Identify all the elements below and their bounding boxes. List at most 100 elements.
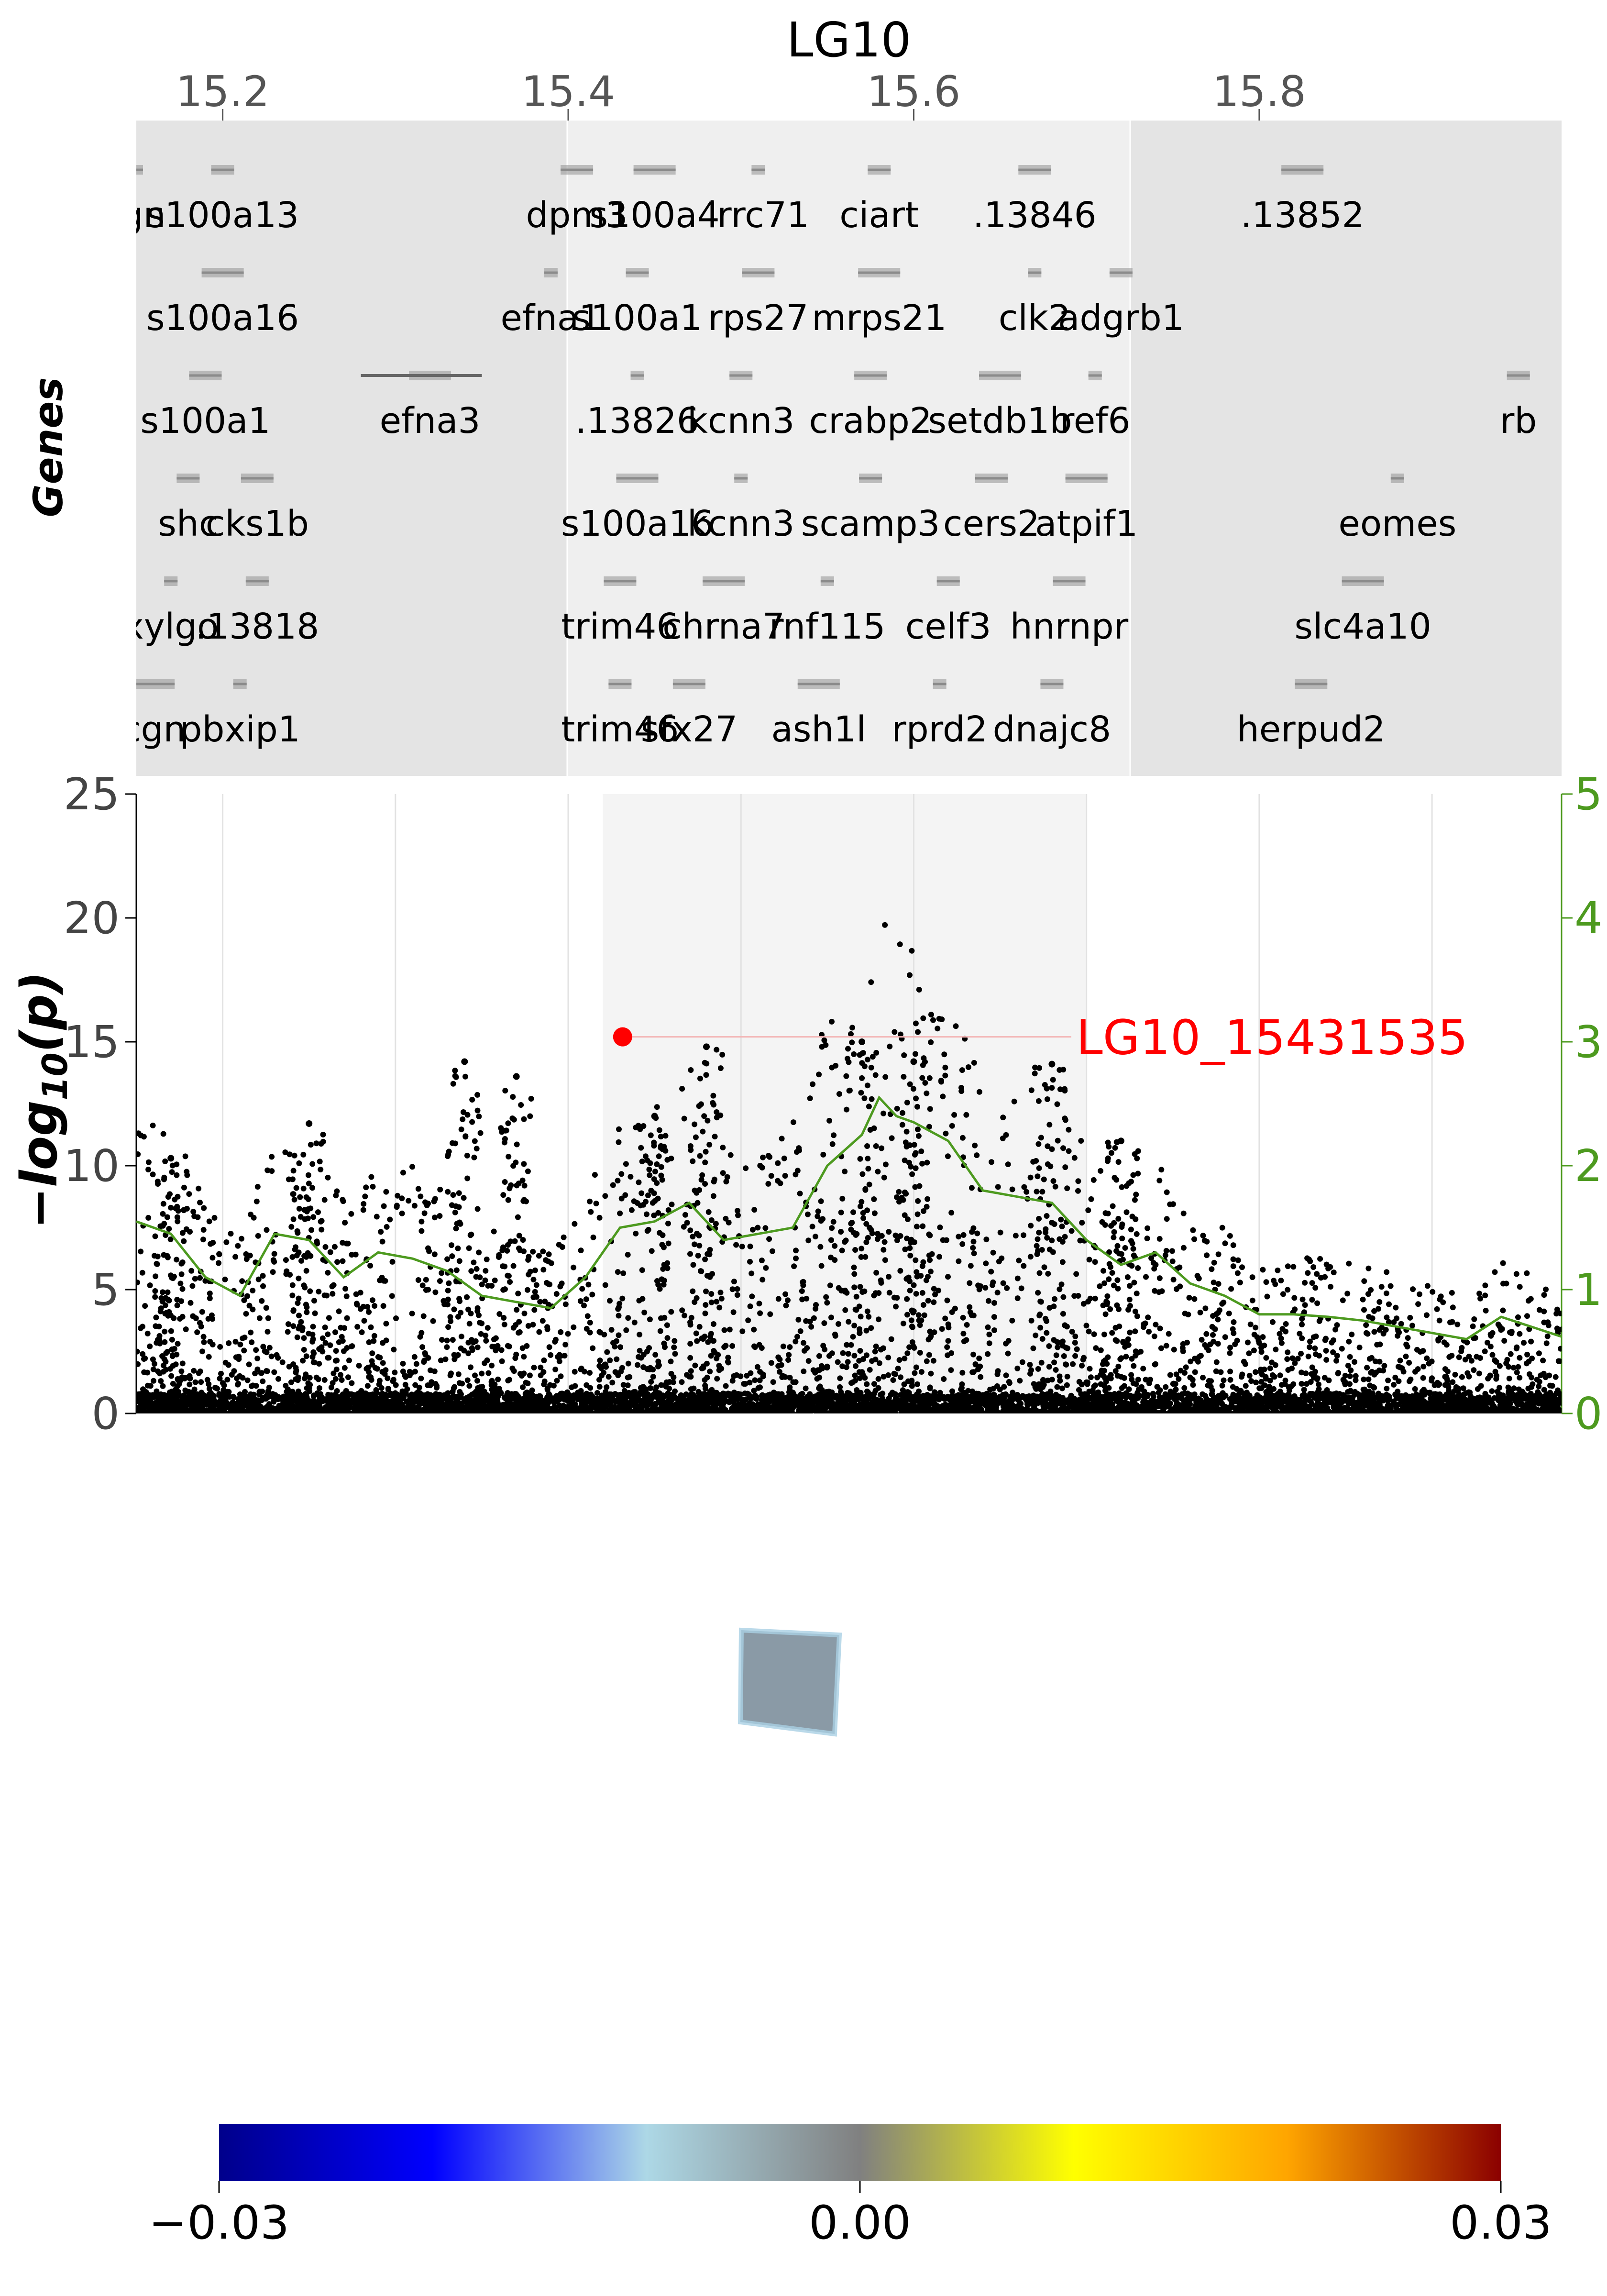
snp-point (226, 1389, 232, 1395)
snp-point (1170, 1380, 1177, 1387)
snp-point (1365, 1265, 1372, 1271)
gene-rnf115: rnf115 (769, 576, 886, 647)
snp-point (725, 1355, 731, 1361)
gene-exon (858, 268, 901, 277)
snp-point (1226, 1310, 1232, 1316)
snp-point (413, 1361, 419, 1367)
snp-point (438, 1358, 444, 1364)
snp-point (770, 1248, 775, 1254)
snp-point (1267, 1365, 1273, 1371)
snp-point (282, 1149, 288, 1155)
gene-label: rps27 (708, 298, 808, 339)
snp-point (552, 1367, 559, 1372)
snp-point (353, 1301, 360, 1307)
snp-point (344, 1345, 350, 1351)
snp-point (476, 1249, 482, 1256)
snp-point (767, 1311, 773, 1317)
snp-point (902, 1157, 908, 1163)
snp-point (1290, 1264, 1297, 1270)
snp-point (1173, 1371, 1179, 1378)
gene-chrna7: chrna7 (662, 576, 785, 647)
snp-point (418, 1330, 425, 1336)
snp-point (532, 1289, 538, 1295)
snp-point (916, 987, 922, 993)
gene-label: xylgo (123, 606, 219, 647)
snp-point (1497, 1363, 1503, 1369)
snp-point (882, 1074, 889, 1080)
snp-point (751, 1326, 757, 1333)
snp-point (1255, 1338, 1262, 1344)
snp-point (545, 1258, 551, 1265)
snp-point (1192, 1369, 1198, 1375)
snp-point (1055, 1344, 1061, 1350)
snp-point (723, 1179, 729, 1185)
snp-point (739, 1244, 745, 1249)
snp-point (341, 1365, 348, 1371)
snp-point (259, 1298, 265, 1304)
snp-point (495, 1376, 501, 1382)
snp-point (381, 1203, 387, 1209)
snp-point (907, 972, 913, 978)
snp-point (241, 1297, 247, 1303)
snp-point (1346, 1260, 1352, 1267)
snp-point (1347, 1388, 1354, 1394)
snp-point (479, 1281, 485, 1288)
snp-point (592, 1172, 598, 1178)
snp-point (1219, 1225, 1225, 1231)
snp-point (572, 1369, 578, 1375)
snp-point (1085, 1379, 1090, 1385)
snp-point (422, 1350, 428, 1356)
snp-point (377, 1355, 383, 1361)
gene-label: .13826 (575, 400, 699, 442)
snp-point (1368, 1355, 1375, 1361)
snp-point (851, 1271, 858, 1277)
snp-point (383, 1337, 389, 1344)
snp-point (366, 1339, 372, 1345)
snp-point (423, 1287, 429, 1293)
snp-point (455, 1245, 461, 1251)
snp-point (174, 1214, 180, 1220)
snp-point (1097, 1283, 1103, 1289)
gene-exon (1281, 165, 1324, 175)
snp-point (378, 1229, 384, 1235)
gridlines (222, 794, 1433, 1413)
snp-point (816, 1071, 822, 1078)
gene-kcnn3: kcnn3 (687, 371, 794, 442)
snp-point (743, 1165, 749, 1171)
snp-point (506, 1377, 512, 1383)
snp-point (158, 1378, 164, 1384)
snp-point (562, 1342, 569, 1347)
snp-point (1088, 1374, 1094, 1380)
snp-point (1136, 1386, 1142, 1392)
chromosome-title: LG10 (787, 12, 911, 68)
snp-point (288, 1379, 294, 1385)
snp-point (488, 1382, 495, 1388)
snp-point (1547, 1382, 1553, 1389)
snp-point (886, 1290, 892, 1296)
snp-point (791, 1263, 797, 1269)
snp-point (1363, 1322, 1369, 1328)
snp-point (1302, 1280, 1308, 1286)
snp-point (1335, 1370, 1342, 1376)
gene-exon (241, 474, 274, 483)
snp-point (1185, 1312, 1191, 1318)
snp-point (201, 1205, 207, 1211)
snp-point (936, 1254, 942, 1260)
snp-point (380, 1360, 386, 1366)
snp-point (409, 1311, 415, 1317)
snp-point (822, 1347, 828, 1353)
gene-exon (604, 576, 637, 586)
snp-point (359, 1329, 365, 1336)
y-tick-label: 25 (64, 769, 120, 820)
snp-point (510, 1263, 517, 1269)
snp-point (1180, 1210, 1187, 1216)
snp-point (286, 1151, 293, 1158)
snp-point (200, 1236, 206, 1243)
snp-point (990, 1249, 996, 1256)
snp-point (419, 1344, 426, 1350)
snp-point (1130, 1172, 1136, 1178)
snp-point (422, 1199, 428, 1205)
snp-point (1009, 1317, 1015, 1324)
snp-point (265, 1315, 271, 1321)
